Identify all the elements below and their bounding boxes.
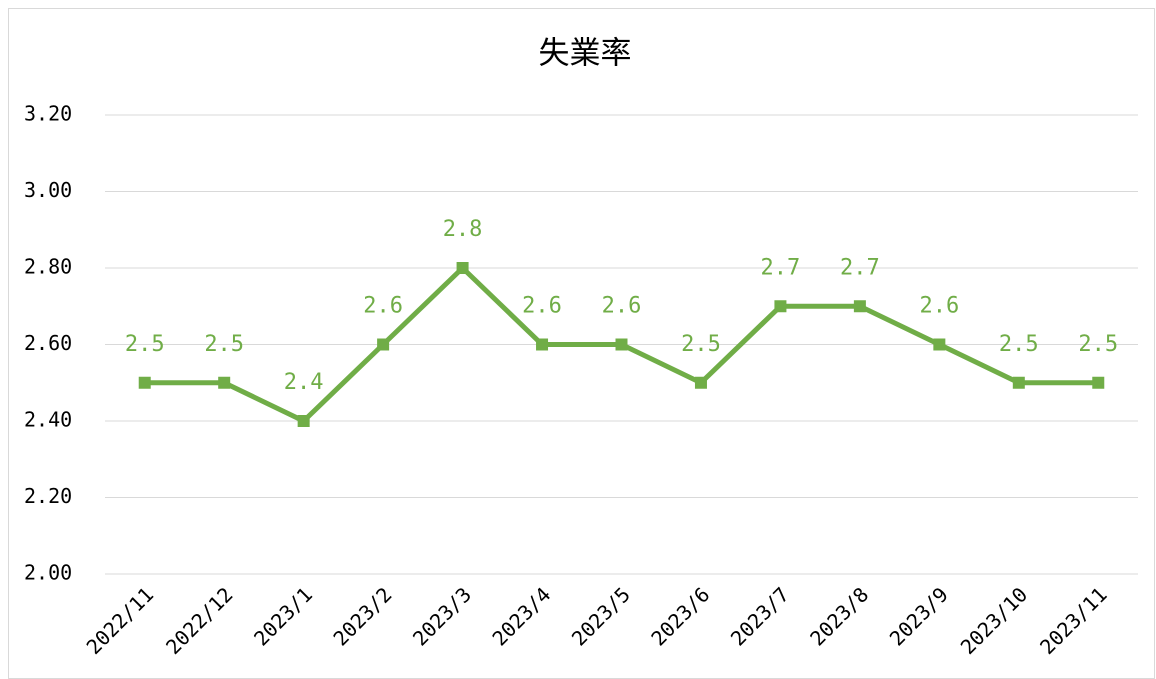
- marker: [1012, 376, 1025, 389]
- data-label: 2.7: [840, 255, 880, 280]
- marker: [456, 262, 469, 274]
- marker: [694, 376, 707, 389]
- y-tick-label: 3.20: [24, 102, 72, 126]
- marker: [218, 376, 231, 389]
- marker: [138, 376, 151, 389]
- marker: [774, 300, 787, 313]
- marker: [377, 338, 390, 351]
- marker: [933, 338, 946, 351]
- chart-title: 失業率: [539, 36, 632, 72]
- y-tick-label: 2.80: [24, 255, 72, 279]
- y-tick-label: 2.60: [24, 331, 72, 355]
- marker: [615, 338, 628, 351]
- data-label: 2.5: [204, 332, 244, 357]
- y-tick-label: 2.20: [24, 484, 72, 508]
- data-label: 2.5: [1078, 332, 1118, 357]
- data-label: 2.5: [125, 332, 165, 357]
- data-label: 2.8: [443, 217, 483, 242]
- data-label: 2.6: [919, 294, 959, 319]
- data-label: 2.6: [522, 294, 562, 319]
- marker: [1092, 376, 1105, 389]
- data-label: 2.6: [363, 294, 403, 319]
- y-tick-label: 2.40: [24, 408, 72, 432]
- data-label: 2.5: [999, 332, 1039, 357]
- data-label: 2.5: [681, 332, 721, 357]
- data-label: 2.6: [602, 294, 642, 319]
- data-label: 2.7: [761, 255, 801, 280]
- y-tick-label: 2.00: [24, 561, 72, 585]
- marker: [297, 415, 310, 427]
- marker: [853, 300, 866, 313]
- data-label: 2.4: [284, 370, 324, 395]
- y-tick-label: 3.00: [24, 178, 72, 202]
- marker: [536, 338, 549, 351]
